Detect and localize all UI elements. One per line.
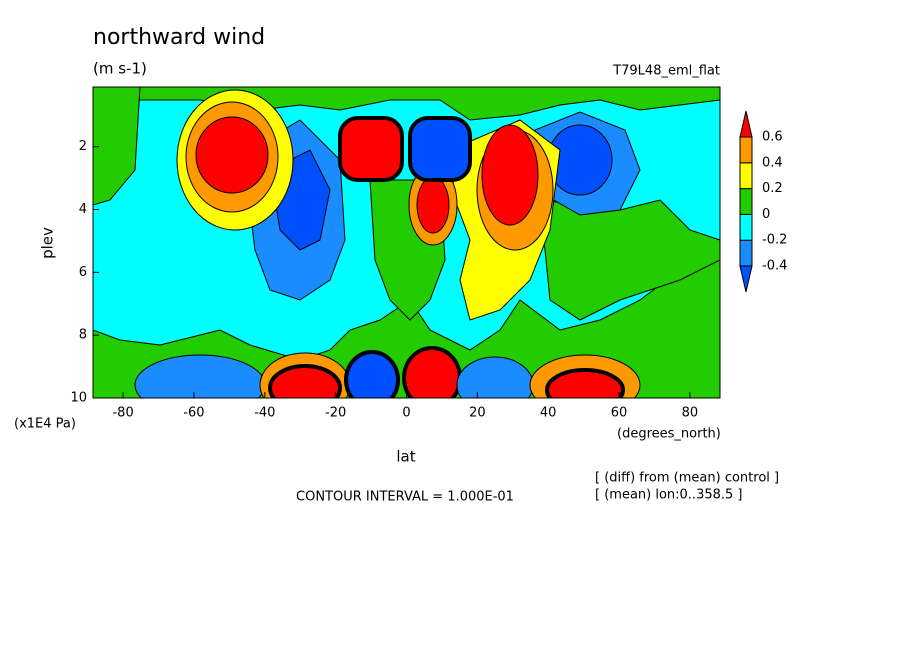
contour-region xyxy=(93,87,141,206)
note: [ (diff) from (mean) control ] xyxy=(595,471,779,486)
x-tick-label: 20 xyxy=(469,406,486,421)
contour-field xyxy=(93,87,720,398)
colorbar-band xyxy=(739,136,753,164)
colorbar-band xyxy=(739,213,753,241)
dataset-label: T79L48_eml_flat xyxy=(612,64,720,79)
contour-region xyxy=(408,116,472,182)
y-tick-label: 8 xyxy=(79,328,87,343)
colorbar-label: 0.6 xyxy=(762,130,783,145)
colorbar-band xyxy=(739,239,753,267)
colorbar-high xyxy=(739,110,753,138)
note: [ (mean) lon:0..358.5 ] xyxy=(595,488,743,503)
chart-title: northward wind xyxy=(93,25,265,50)
contour-region xyxy=(545,368,625,398)
y-tick-label: 10 xyxy=(70,391,87,406)
contour-region xyxy=(195,116,269,194)
x-tick-label: -20 xyxy=(325,406,346,421)
x-tick-label: -40 xyxy=(254,406,275,421)
contour-region xyxy=(402,346,462,398)
y-tick-label: 6 xyxy=(79,265,87,280)
contour-region xyxy=(338,116,404,182)
x-axis-label: lat xyxy=(396,448,415,466)
contour-region xyxy=(416,176,450,234)
contour-region xyxy=(481,124,539,226)
colorbar-low xyxy=(739,265,753,293)
x-tick-label: 60 xyxy=(611,406,628,421)
units: (m s-1) xyxy=(93,60,147,78)
colorbar-label: 0 xyxy=(762,207,770,222)
colorbar-band xyxy=(739,188,753,215)
contour-region xyxy=(268,364,342,398)
contour-region xyxy=(539,199,720,321)
colorbar-label: 0.4 xyxy=(762,155,783,170)
colorbar-label: 0.2 xyxy=(762,181,783,196)
colorbar-label: -0.2 xyxy=(762,233,787,248)
y-axis-label: plev xyxy=(39,227,57,259)
contour-region xyxy=(344,350,400,398)
y-units: (x1E4 Pa) xyxy=(14,417,76,432)
x-tick-label: 0 xyxy=(402,406,410,421)
y-tick-label: 4 xyxy=(79,202,87,217)
colorbar-label: -0.4 xyxy=(762,259,787,274)
x-tick-label: -60 xyxy=(183,406,204,421)
x-tick-label: 80 xyxy=(682,406,699,421)
y-tick-label: 2 xyxy=(79,139,87,154)
x-tick-label: 40 xyxy=(540,406,557,421)
contour-interval: CONTOUR INTERVAL = 1.000E-01 xyxy=(296,490,514,505)
x-tick-label: -80 xyxy=(112,406,133,421)
x-units: (degrees_north) xyxy=(617,427,721,442)
colorbar-band xyxy=(739,162,753,190)
